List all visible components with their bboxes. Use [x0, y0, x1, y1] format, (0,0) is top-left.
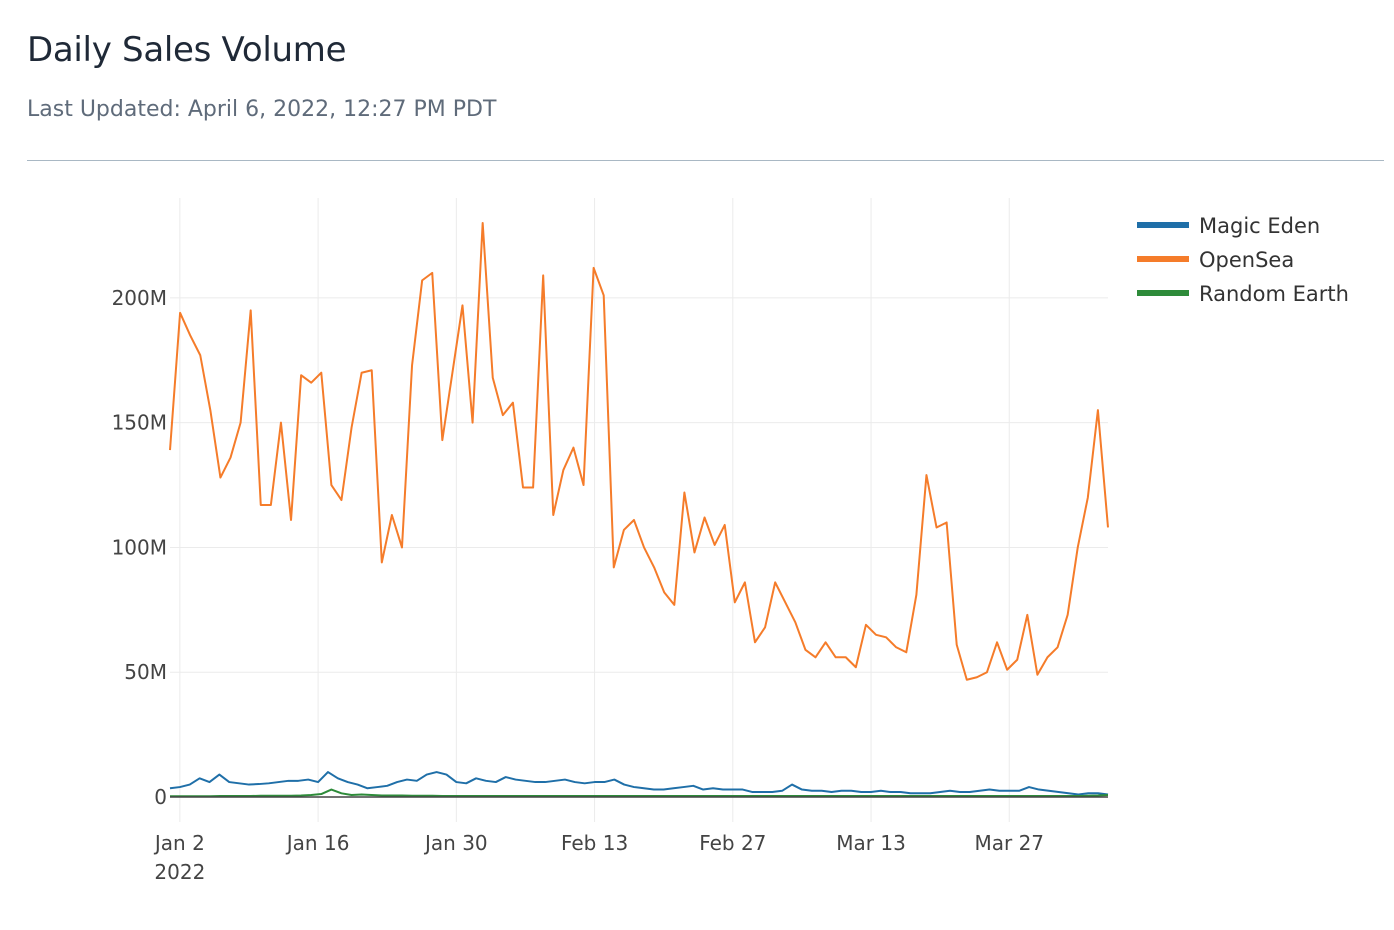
header-divider: [27, 160, 1384, 161]
series-line-magic-eden[interactable]: [169, 771, 1109, 796]
legend-label[interactable]: Random Earth: [1199, 282, 1349, 306]
y-tick-label: 100M: [112, 535, 167, 559]
x-tick-label: Feb 27: [699, 831, 766, 855]
x-tick-sublabel: 2022: [154, 860, 205, 884]
x-tick-label: Jan 30: [423, 831, 488, 855]
y-tick-label: 150M: [112, 411, 167, 435]
legend-label[interactable]: Magic Eden: [1199, 214, 1320, 238]
x-tick-label: Mar 27: [974, 831, 1044, 855]
x-tick-label: Mar 13: [836, 831, 906, 855]
y-tick-label: 200M: [112, 286, 167, 310]
y-tick-label: 0: [154, 785, 167, 809]
series-lines[interactable]: [169, 221, 1109, 798]
x-tick-label: Feb 13: [561, 831, 628, 855]
page-title: Daily Sales Volume: [27, 30, 347, 70]
last-updated-text: Last Updated: April 6, 2022, 12:27 PM PD…: [27, 97, 497, 122]
series-line-random-earth[interactable]: [170, 788, 1109, 798]
x-tick-label: Jan 16: [285, 831, 350, 855]
x-tick-label: Jan 2: [153, 831, 205, 855]
gridlines: [170, 198, 1108, 822]
axes: 0 50M 100M 150M 200M Jan 2 2022 Jan 16 Jan 30 Feb…: [112, 286, 1108, 884]
legend[interactable]: Magic Eden OpenSea Random Earth: [1137, 214, 1349, 306]
legend-label[interactable]: OpenSea: [1199, 248, 1294, 272]
y-tick-label: 50M: [124, 660, 167, 684]
series-line-opensea[interactable]: [169, 221, 1109, 681]
